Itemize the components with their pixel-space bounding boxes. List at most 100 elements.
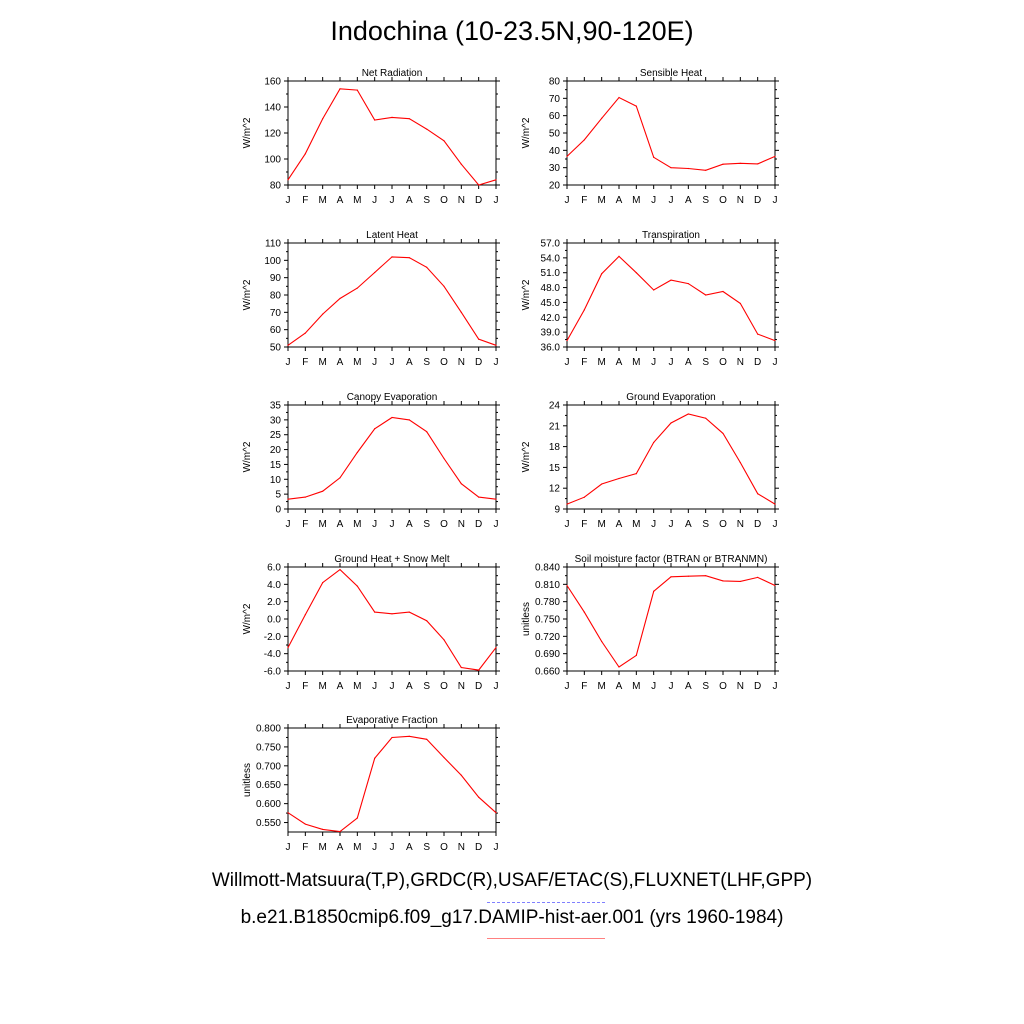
y-tick-label: 39.0 [541,328,561,339]
x-tick-label: J [286,842,291,853]
x-tick-label: D [475,842,482,853]
x-tick-label: M [318,681,326,692]
x-tick-label: F [302,681,308,692]
x-tick-label: A [406,842,413,853]
data-point [478,496,480,498]
x-tick-label: J [773,681,778,692]
x-tick-label: O [440,681,448,692]
x-tick-label: J [390,519,395,530]
data-point [460,774,462,776]
x-tick-label: M [318,195,326,206]
data-point [618,666,620,668]
y-tick-label: 0.660 [535,667,560,678]
data-point [653,590,655,592]
y-tick-label: 0.750 [535,615,560,626]
series-line [287,256,497,346]
data-point [426,266,428,268]
data-point [583,309,585,311]
x-tick-label: A [337,195,344,206]
data-point [339,88,341,90]
data-point [374,611,376,613]
data-point [304,614,306,616]
x-tick-label: S [423,195,430,206]
plot-frame [566,242,776,348]
data-point [739,302,741,305]
x-tick-label: J [390,357,395,368]
plot-frame [287,566,497,672]
y-tick-label: 42.0 [541,313,561,324]
y-tick-label: 10 [270,475,282,486]
y-tick-label: 30 [270,415,282,426]
data-point [635,473,637,475]
x-tick-label: F [302,842,308,853]
x-tick-label: N [458,519,465,530]
data-point [287,812,289,814]
x-tick-label: J [372,519,377,530]
x-tick-label: A [406,195,413,206]
data-point [478,338,480,340]
x-tick-label: A [406,519,413,530]
x-tick-label: D [754,357,761,368]
data-point [670,279,672,281]
y-axis-label: W/m^2 [242,441,253,472]
x-tick-label: J [372,195,377,206]
chart-title: Transpiration [642,230,700,241]
data-point [322,582,324,584]
data-point [460,666,462,669]
data-point [287,647,289,649]
y-tick-label: 70 [270,308,282,319]
data-point [687,167,689,170]
data-point [443,457,445,460]
data-point [495,812,497,814]
y-axis-label: W/m^2 [521,117,532,148]
x-tick-label: O [440,357,448,368]
data-point [566,339,568,342]
y-tick-label: 0.650 [256,780,281,791]
data-point [739,162,741,164]
data-point [374,428,376,430]
data-point [460,163,462,165]
data-point [287,498,289,500]
data-point [757,163,759,165]
x-tick-label: N [458,681,465,692]
data-point [705,417,707,419]
y-tick-label: 40 [549,146,561,157]
y-tick-label: 0.600 [256,799,281,810]
x-tick-label: D [754,681,761,692]
y-tick-label: 80 [270,291,282,302]
chart-title: Net Radiation [362,68,423,79]
x-tick-label: M [597,681,605,692]
y-tick-label: -2.0 [264,632,282,643]
y-axis-label: unitless [242,763,253,797]
data-point [722,432,724,435]
footer-model-label: b.e21.B1850cmip6.f09_g17.DAMIP-hist-aer.… [240,907,784,928]
x-tick-label: M [597,357,605,368]
series-line [566,255,776,342]
plot-frame [566,566,776,672]
x-tick-label: J [390,842,395,853]
data-point [426,128,428,130]
data-point [601,117,603,119]
series-line [566,413,776,505]
y-tick-label: 45.0 [541,298,561,309]
y-tick-label: 20 [270,445,282,456]
x-tick-label: D [475,681,482,692]
data-point [705,575,707,577]
series-line [287,88,497,186]
x-tick-label: O [719,195,727,206]
y-tick-label: 0.690 [535,649,560,660]
x-tick-label: M [318,842,326,853]
data-point [495,344,497,346]
page-title: Indochina (10-23.5N,90-120E) [330,16,694,46]
chart-title: Sensible Heat [640,68,702,79]
x-tick-label: J [651,357,656,368]
y-tick-label: 21 [549,421,561,432]
y-tick-label: 35 [270,401,282,412]
x-tick-label: S [423,519,430,530]
y-tick-label: 15 [549,463,561,474]
x-tick-label: O [440,519,448,530]
x-tick-label: J [651,519,656,530]
data-point [408,735,410,737]
x-tick-label: A [685,195,692,206]
data-point [495,498,497,500]
